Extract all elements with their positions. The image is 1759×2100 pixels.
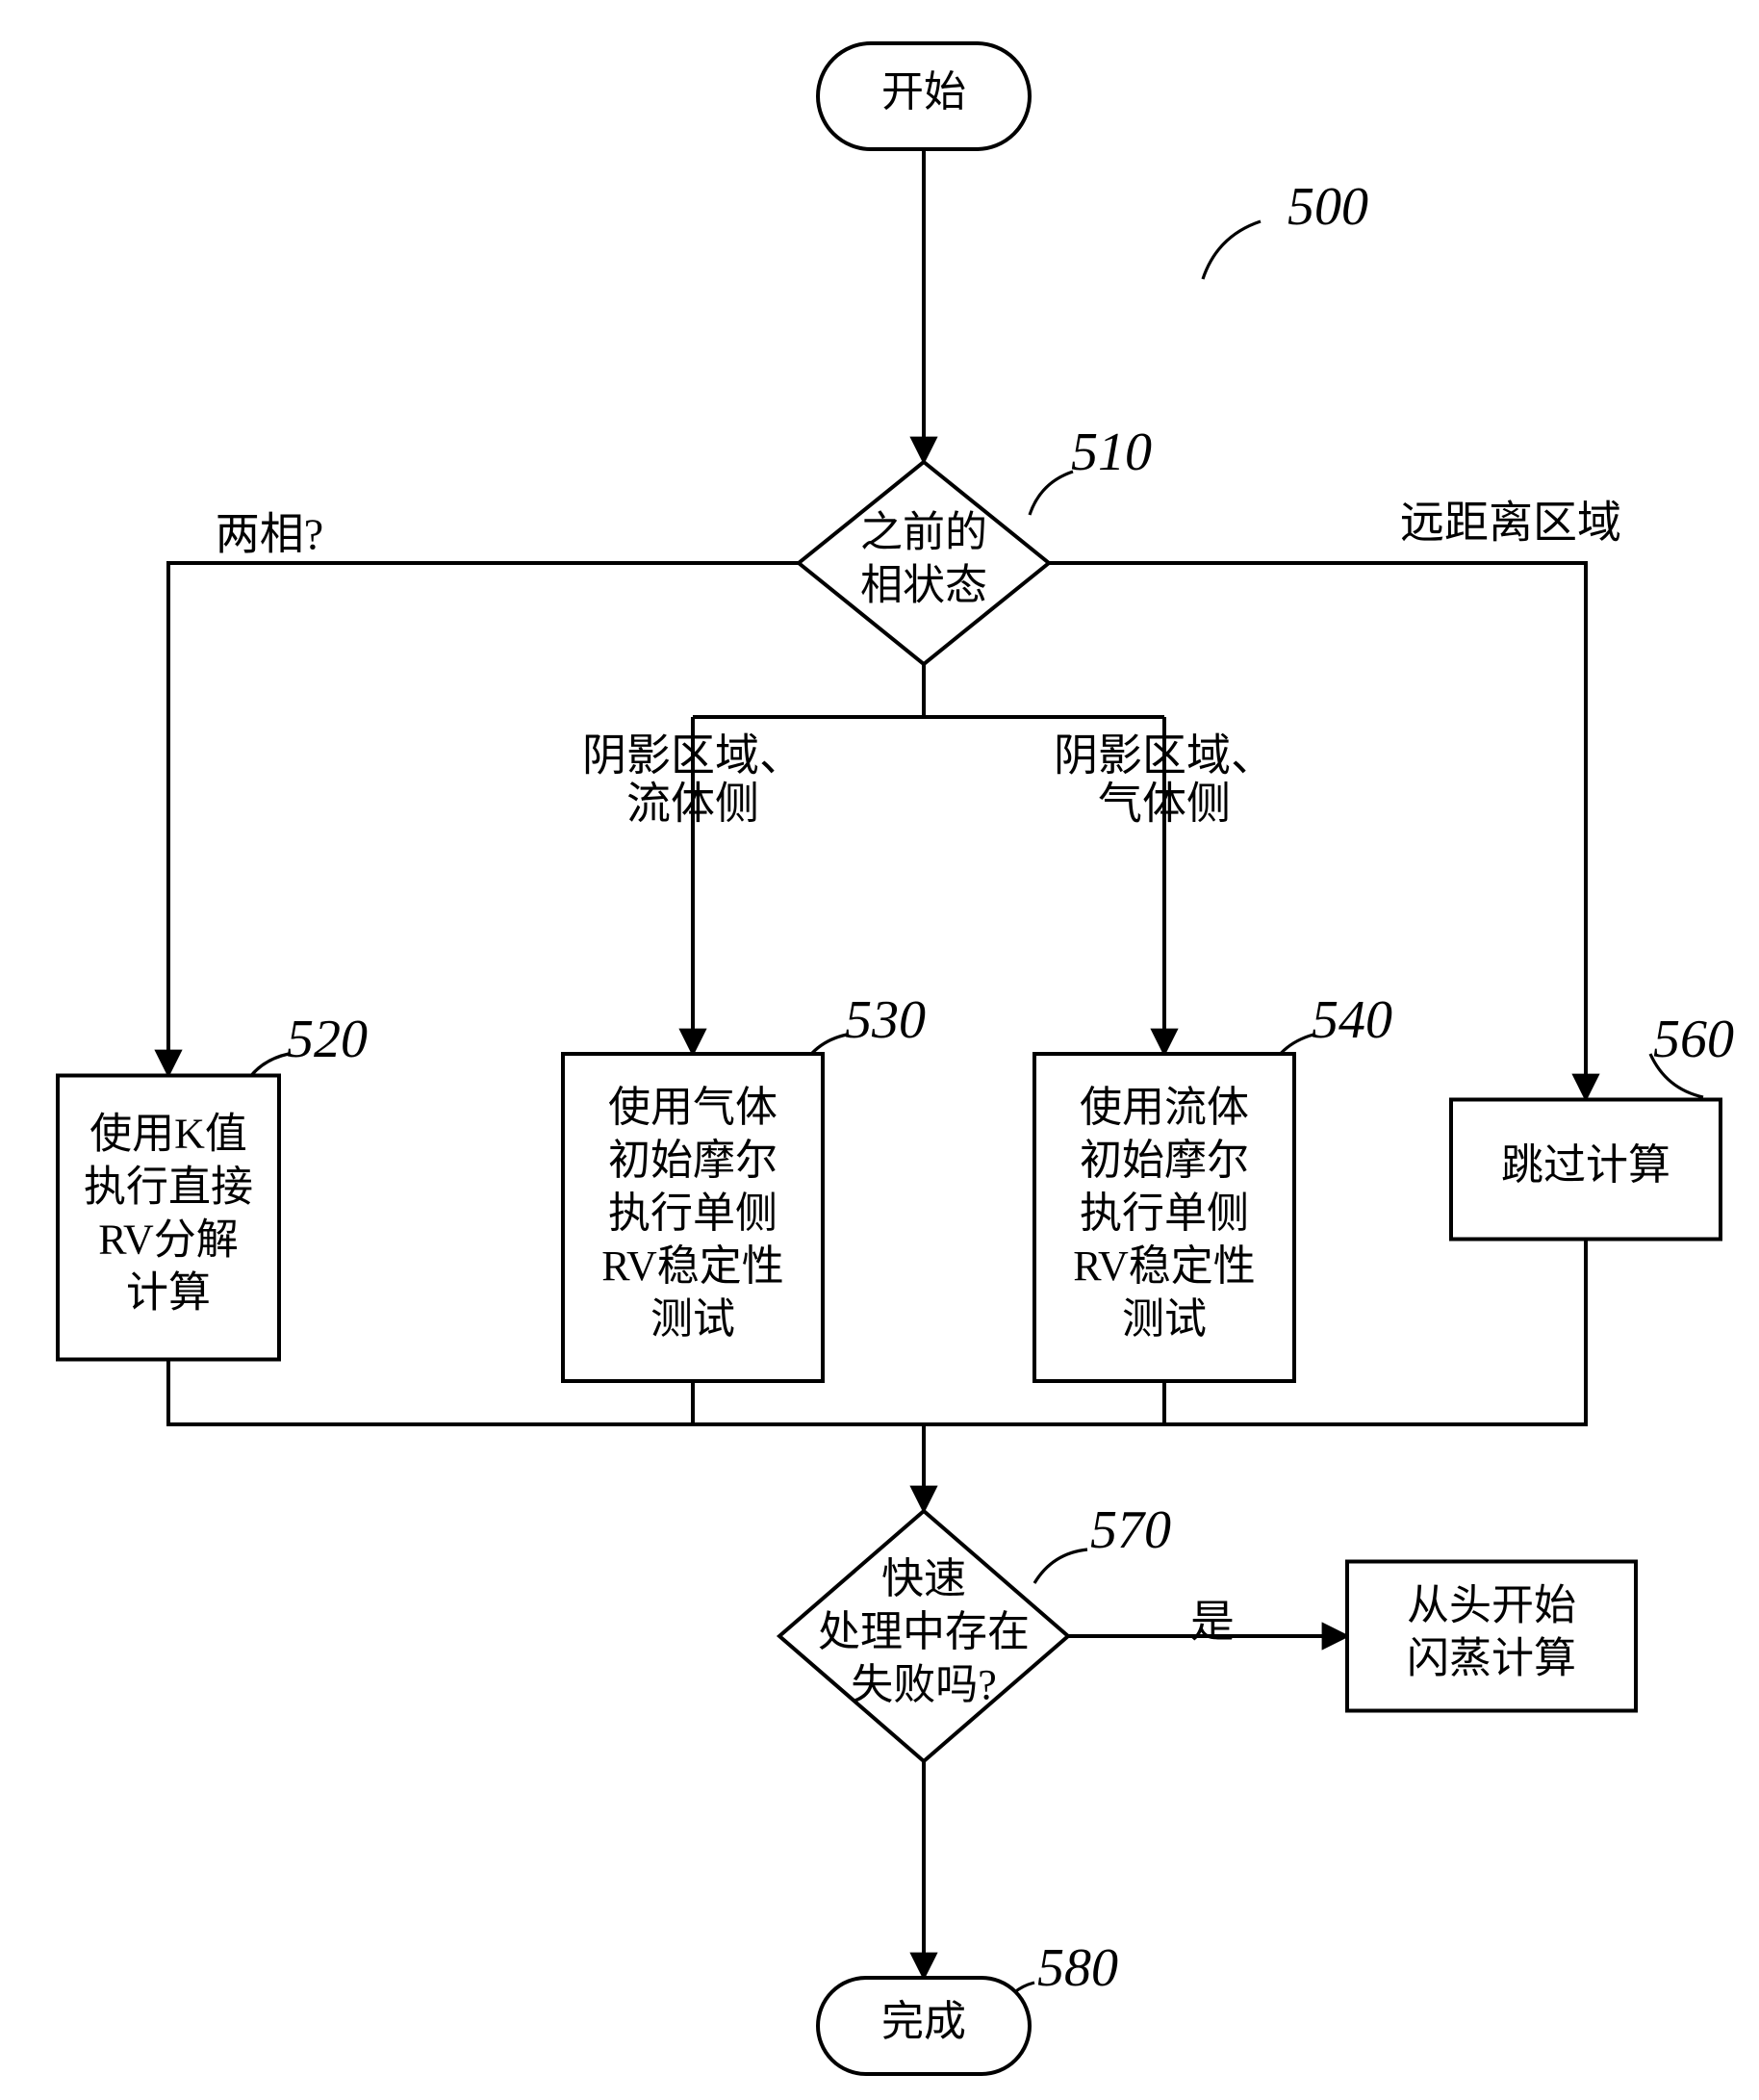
label-l510: 510 <box>1071 423 1152 482</box>
node-d510-text-1: 相状态 <box>860 562 987 609</box>
label-far: 远距离区域 <box>1400 499 1621 548</box>
node-b540-text-2: 执行单侧 <box>1080 1190 1249 1237</box>
label-l540: 540 <box>1312 990 1392 1050</box>
node-b520-text-2: RV分解 <box>98 1216 239 1264</box>
leader-line <box>1203 221 1261 279</box>
node-start-text-0: 开始 <box>881 68 966 115</box>
leader-line <box>1034 1549 1087 1583</box>
label-l530: 530 <box>845 990 926 1050</box>
node-done: 完成 <box>818 1978 1030 2074</box>
node-d570: 快速处理中存在失败吗? <box>779 1511 1068 1761</box>
label-shadeR2: 气体侧 <box>1098 780 1231 829</box>
node-b530-text-2: 执行单侧 <box>608 1190 778 1237</box>
node-b530-text-4: 测试 <box>650 1295 735 1343</box>
node-b540-text-0: 使用流体 <box>1080 1084 1249 1131</box>
label-shadeR1: 阴影区域、 <box>1054 731 1275 781</box>
node-bFlash-text-1: 闪蒸计算 <box>1407 1635 1576 1682</box>
node-b530: 使用气体初始摩尔执行单侧 RV稳定性测试 <box>563 1054 823 1381</box>
node-d570-text-2: 失败吗? <box>851 1661 997 1708</box>
node-b540-text-3: RV稳定性 <box>1073 1242 1256 1290</box>
node-d510: 之前的相状态 <box>799 462 1049 664</box>
node-start: 开始 <box>818 43 1030 149</box>
label-twophase: 两相? <box>216 510 323 559</box>
node-bFlash-text-0: 从头开始 <box>1407 1582 1576 1629</box>
label-l500: 500 <box>1287 177 1368 237</box>
label-l570: 570 <box>1090 1500 1171 1560</box>
node-d510-text-0: 之前的 <box>860 509 987 556</box>
label-shadeL1: 阴影区域、 <box>582 731 803 781</box>
node-b540-text-1: 初始摩尔 <box>1080 1137 1249 1184</box>
label-l580: 580 <box>1037 1938 1118 1998</box>
node-b520-text-0: 使用K值 <box>89 1111 247 1158</box>
label-yes: 是 <box>1190 1598 1235 1647</box>
node-b520-text-1: 执行直接 <box>84 1164 253 1211</box>
node-done-text-0: 完成 <box>881 1998 966 2045</box>
node-b560: 跳过计算 <box>1451 1100 1721 1240</box>
node-b520: 使用K值执行直接 RV分解计算 <box>58 1076 279 1360</box>
node-d570-text-0: 快速 <box>881 1555 966 1602</box>
label-l560: 560 <box>1653 1010 1734 1069</box>
node-b540-text-4: 测试 <box>1122 1295 1207 1343</box>
node-bFlash: 从头开始闪蒸计算 <box>1347 1562 1636 1711</box>
flow-edge <box>168 1239 1586 1424</box>
label-shadeL2: 流体侧 <box>626 780 759 829</box>
node-b530-text-1: 初始摩尔 <box>608 1137 778 1184</box>
node-b520-text-3: 计算 <box>126 1269 211 1317</box>
node-b560-text-0: 跳过计算 <box>1501 1141 1670 1189</box>
leader-line <box>1030 472 1073 515</box>
label-l520: 520 <box>287 1010 368 1069</box>
node-d570-text-1: 处理中存在 <box>818 1608 1030 1655</box>
node-b540: 使用流体初始摩尔执行单侧 RV稳定性测试 <box>1034 1054 1294 1381</box>
node-b530-text-3: RV稳定性 <box>601 1242 784 1290</box>
node-b530-text-0: 使用气体 <box>608 1084 778 1131</box>
